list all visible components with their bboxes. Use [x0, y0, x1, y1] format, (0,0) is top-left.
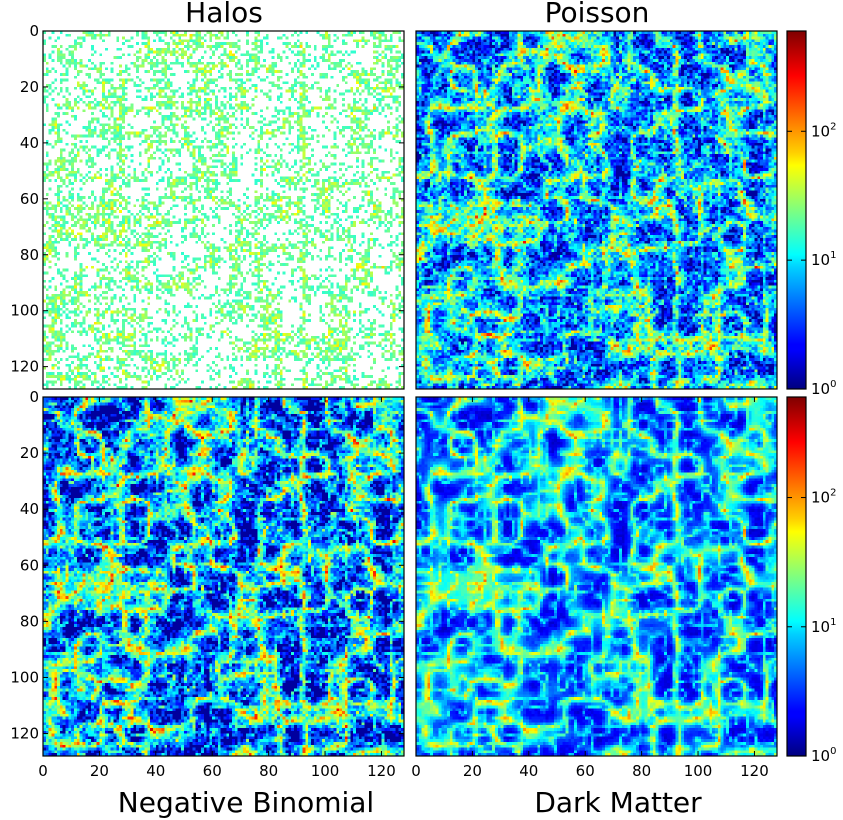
- axes-frame-negative-binomial: [42, 396, 405, 757]
- colorbar-bottom-ticks: 100 101 102: [787, 488, 836, 765]
- colorbar-bottom: 100 101 102: [786, 396, 836, 765]
- ytick-label: 60: [20, 556, 39, 574]
- ytick-label: 20: [20, 444, 39, 462]
- ytick-label: 0: [29, 388, 39, 406]
- ytick-label: 100: [10, 302, 39, 320]
- xtick-label: 60: [203, 762, 222, 780]
- panel-negative-binomial: 0 20 40 60 80 100 120 0 20 40 60 80 100 120 Negative…: [10, 388, 405, 819]
- axes-frame-dark-matter: [415, 396, 778, 757]
- colorbar-bottom-frame: [786, 396, 807, 757]
- heatmap-negative-binomial: [43, 397, 404, 756]
- axes-frame-poisson: [415, 30, 778, 390]
- colorbar-tick-label: 102: [811, 121, 836, 140]
- colorbar-tick-label: 100: [811, 746, 836, 765]
- xtick-label: 0: [411, 762, 421, 780]
- heatmap-poisson: [416, 31, 777, 389]
- xtick-label: 20: [463, 762, 482, 780]
- heatmap-dark-matter: [416, 397, 777, 756]
- ytick-label: 80: [20, 612, 39, 630]
- ytick-label: 20: [20, 78, 39, 96]
- panel-title-dark-matter: Dark Matter: [534, 786, 702, 819]
- colorbar-top-gradient: [787, 31, 806, 389]
- colorbar-bottom-gradient: [787, 397, 806, 756]
- xtick-label: 100: [311, 762, 340, 780]
- yticks-halos: 0 20 40 60 80 100 120: [10, 22, 404, 376]
- xtick-label: 20: [90, 762, 109, 780]
- axes-frame-halos: [42, 30, 405, 390]
- xtick-label: 80: [632, 762, 651, 780]
- ytick-label: 0: [29, 22, 39, 40]
- panel-title-poisson: Poisson: [545, 0, 650, 29]
- xtick-label: 120: [367, 762, 396, 780]
- ytick-label: 120: [10, 725, 39, 743]
- ytick-label: 80: [20, 246, 39, 264]
- panel-poisson: Poisson: [415, 0, 778, 390]
- xtick-label: 80: [259, 762, 278, 780]
- colorbar-tick-label: 100: [811, 379, 836, 398]
- heatmap-halos: [43, 31, 404, 389]
- xtick-label: 0: [38, 762, 48, 780]
- ytick-label: 60: [20, 190, 39, 208]
- panel-title-negative-binomial: Negative Binomial: [118, 786, 374, 819]
- panel-dark-matter: 0 20 40 60 80 100 120 Dark Matter: [411, 396, 778, 819]
- xtick-label: 60: [576, 762, 595, 780]
- xtick-label: 100: [684, 762, 713, 780]
- panel-title-halos: Halos: [185, 0, 263, 29]
- colorbar-top: 100 101 102: [786, 30, 836, 398]
- xtick-label: 40: [146, 762, 165, 780]
- yticks-negative-binomial: 0 20 40 60 80 100 120: [10, 388, 404, 743]
- ytick-label: 40: [20, 500, 39, 518]
- colorbar-tick-label: 101: [811, 250, 836, 269]
- xticks-negative-binomial: 0 20 40 60 80 100 120: [38, 397, 396, 780]
- ytick-label: 120: [10, 358, 39, 376]
- ytick-label: 100: [10, 668, 39, 686]
- ytick-label: 40: [20, 134, 39, 152]
- xtick-label: 120: [740, 762, 769, 780]
- colorbar-top-ticks: 100 101 102: [787, 121, 836, 398]
- colorbar-tick-label: 101: [811, 617, 836, 636]
- colorbar-tick-label: 102: [811, 488, 836, 507]
- xticks-dark-matter: 0 20 40 60 80 100 120: [411, 397, 769, 780]
- panel-halos: Halos 0 20 40 60 80 100 120: [10, 0, 405, 390]
- xtick-label: 40: [519, 762, 538, 780]
- colorbar-top-frame: [786, 30, 807, 390]
